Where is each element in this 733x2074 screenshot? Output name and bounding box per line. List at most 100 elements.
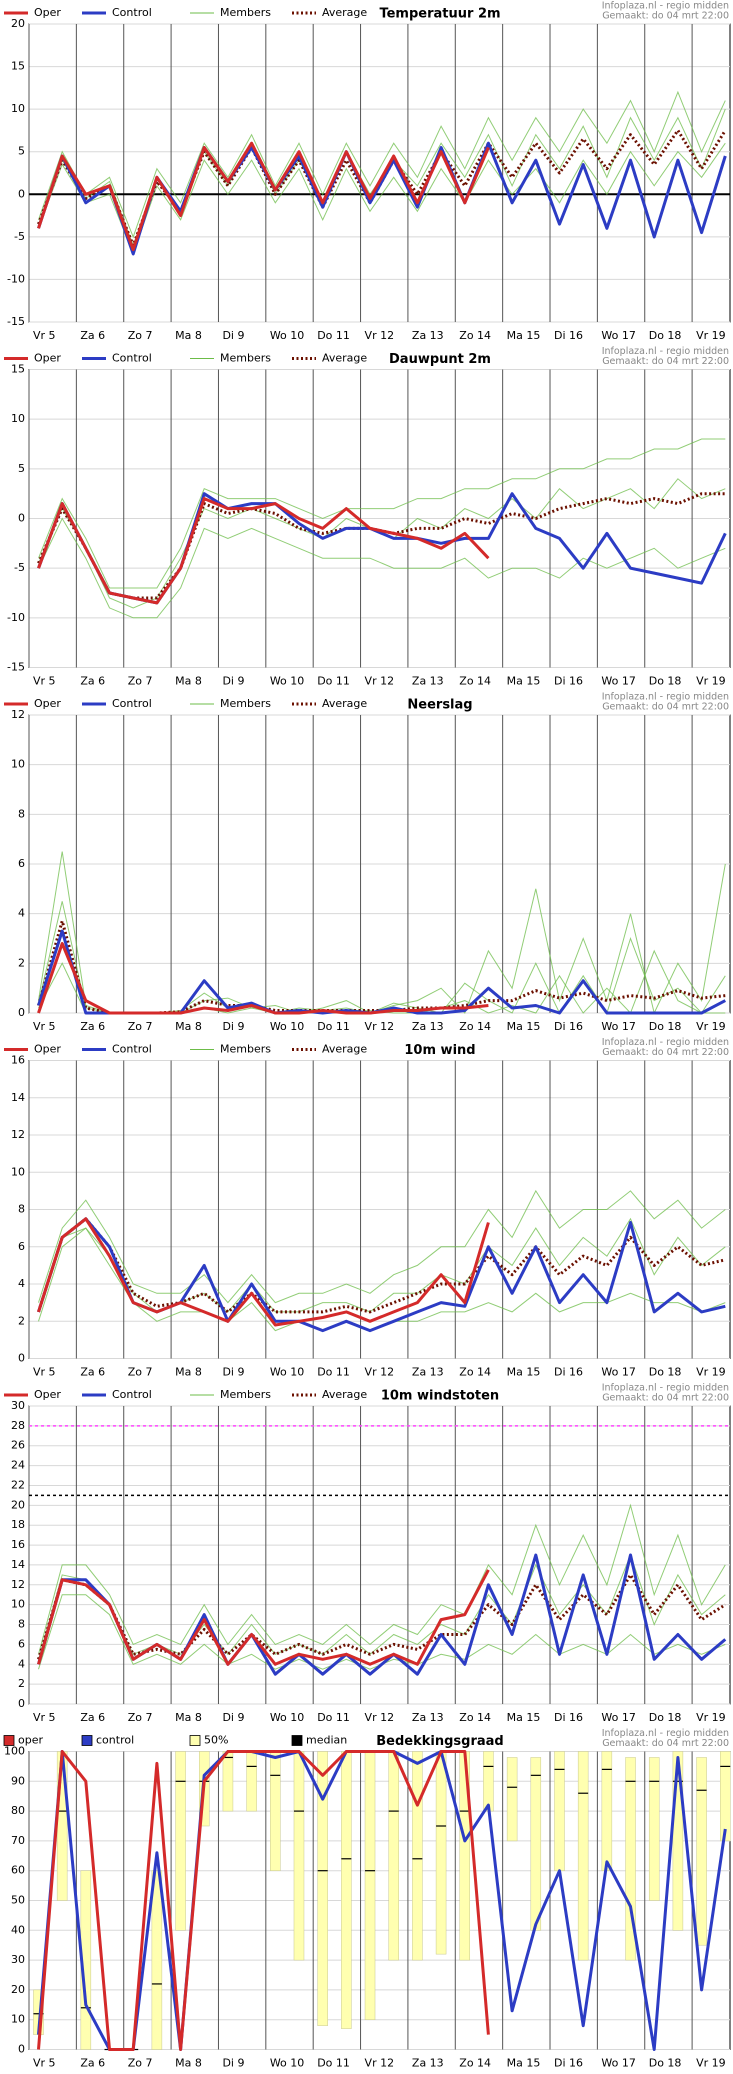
legend-label: Average [322,6,367,19]
member-line [38,1189,726,1304]
y-tick-label: 15 [11,363,25,376]
x-tick-label: Do 18 [649,1711,682,1724]
y-tick-label: 6 [18,1637,25,1650]
average-line [37,1573,727,1660]
y-tick-label: 8 [18,1203,25,1216]
x-tick-label: Ma 8 [175,1711,202,1724]
x-tick-label: Zo 14 [459,329,491,342]
legend-label: Average [322,697,367,710]
x-tick-label: Wo 17 [601,1366,635,1379]
y-tick-label: 8 [18,807,25,820]
x-tick-label: Wo 10 [270,329,304,342]
x-tick-label: Vr 19 [696,675,726,688]
average-line [37,1217,726,1314]
x-tick-label: Di 16 [554,675,583,688]
legend-label: Members [220,1043,271,1056]
y-tick-label: 14 [11,1091,25,1104]
x-tick-label: Vr 12 [365,329,395,342]
x-tick-label: Di 16 [554,2057,583,2070]
legend-label: Members [220,697,271,710]
range-bar [506,1757,518,1842]
legend-label: Average [322,1388,367,1401]
legend-label: Oper [34,6,61,19]
x-tick-label: Do 18 [649,1020,682,1033]
y-tick-label: 4 [18,907,25,920]
x-tick-label: Di 16 [554,329,583,342]
range-bar [483,1751,494,1812]
source-label: Infoplaza.nl - regio midden [602,1383,729,1394]
series-line [37,1569,490,1666]
x-tick-label: Ma 15 [507,2057,541,2070]
x-tick-label: Za 13 [412,1711,444,1724]
range-bar [270,1751,281,1871]
x-tick-label: Wo 17 [601,329,635,342]
x-tick-label: Do 18 [649,2057,682,2070]
source-label: Infoplaza.nl - regio midden [602,1,729,12]
x-tick-label: Ma 8 [175,675,202,688]
series-line [37,1217,490,1327]
y-tick-label: 10 [11,412,25,425]
average-line [37,492,726,600]
legend-label: Control [112,352,152,365]
range-bar [577,1751,589,1961]
y-tick-label: 80 [11,1804,25,1817]
x-tick-label: Ma 15 [507,675,541,688]
series-line [37,942,489,1015]
y-tick-label: -5 [14,561,25,574]
x-tick-label: Do 11 [317,675,350,688]
legend-label: Oper [34,1388,61,1401]
x-tick-label: Zo 14 [459,1711,491,1724]
x-tick-label: Vr 19 [696,1711,726,1724]
x-tick-label: Za 6 [80,1711,105,1724]
y-tick-label: 0 [18,187,25,200]
y-tick-label: 15 [11,60,25,73]
y-tick-label: 2 [18,1677,25,1690]
legend-swatch [291,1735,303,1746]
x-tick-label: Do 11 [317,329,350,342]
x-tick-label: Wo 10 [270,1020,304,1033]
made-label: Gemaakt: do 04 mrt 22:00 [602,11,729,22]
chart-title: Neerslag [407,698,472,713]
x-tick-label: Vr 5 [33,329,56,342]
x-tick-label: Do 11 [317,1020,350,1033]
y-tick-label: 12 [11,1128,25,1141]
x-tick-label: Zo 14 [459,675,491,688]
x-tick-label: Wo 10 [270,675,304,688]
y-tick-label: 20 [11,1983,25,1996]
y-tick-label: 14 [11,1558,25,1571]
x-tick-label: Vr 19 [696,329,726,342]
x-tick-label: Zo 7 [128,2057,153,2070]
member-line [38,142,726,256]
y-tick-label: 0 [18,512,25,525]
x-tick-label: Za 6 [80,1366,105,1379]
legend-label: control [96,1734,134,1747]
x-tick-label: Vr 12 [365,1020,395,1033]
range-bar [672,1751,684,1931]
legend-label: Control [112,6,152,19]
y-tick-label: 10 [11,1165,25,1178]
y-tick-label: 30 [11,1953,25,1966]
range-bar [625,1757,636,1961]
range-bar [246,1751,257,1812]
legend-swatch [81,1735,93,1746]
y-tick-label: 12 [11,1578,25,1591]
series-line [37,1750,490,2051]
made-label: Gemaakt: do 04 mrt 22:00 [602,1738,729,1749]
x-tick-label: Za 6 [80,329,105,342]
range-bar [151,1870,163,2050]
y-tick-label: 24 [11,1459,25,1472]
x-tick-label: Vr 19 [696,1020,726,1033]
x-tick-label: Vr 5 [33,1020,56,1033]
x-tick-label: Zo 7 [128,1020,153,1033]
legend-swatch [3,1735,15,1746]
made-label: Gemaakt: do 04 mrt 22:00 [602,356,729,367]
plot-area [28,1405,731,1705]
x-tick-label: Di 9 [222,2057,244,2070]
y-tick-label: 10 [11,758,25,771]
x-tick-label: Di 16 [554,1020,583,1033]
x-tick-label: Vr 12 [365,1711,395,1724]
x-tick-label: Zo 7 [128,1366,153,1379]
x-tick-label: Vr 5 [33,1366,56,1379]
y-tick-label: 10 [11,2013,25,2026]
chart-title: Bedekkingsgraad [376,1734,503,1749]
